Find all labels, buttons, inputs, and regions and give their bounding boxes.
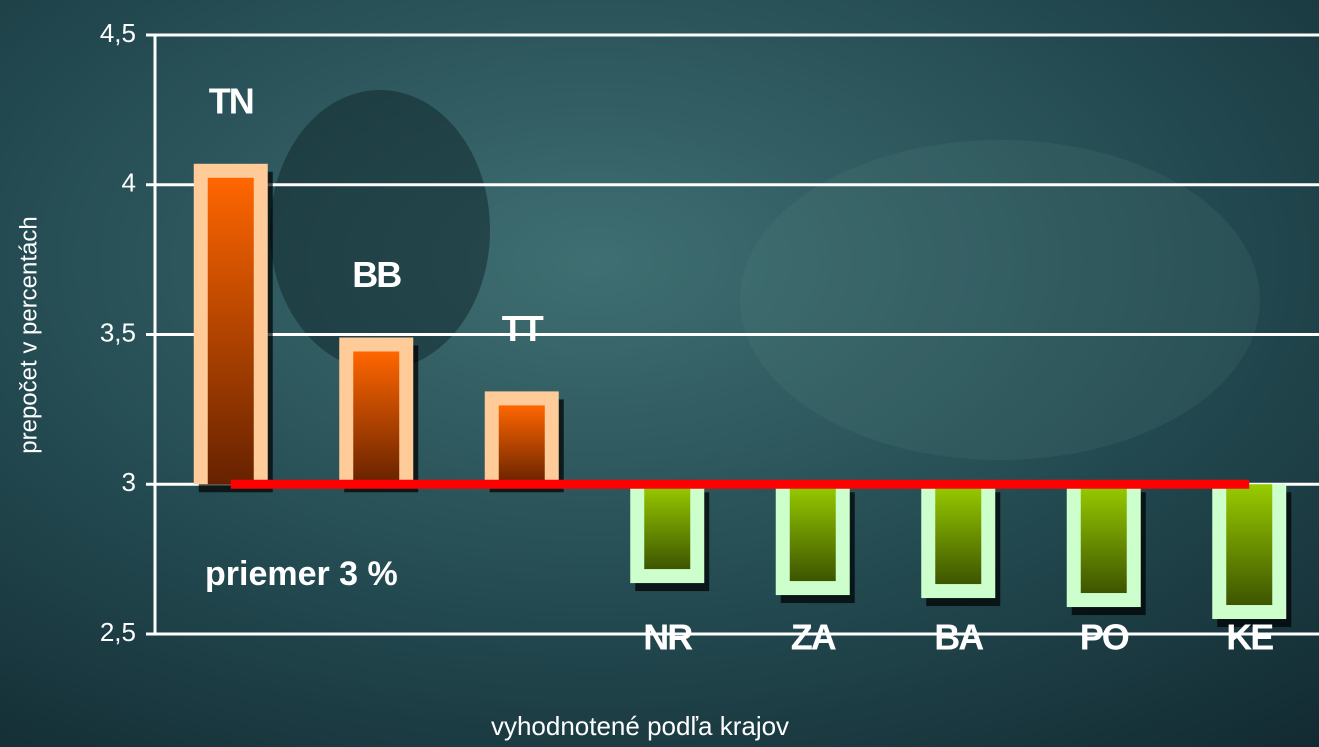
category-label: ZA (791, 617, 837, 658)
category-label: BB (352, 254, 401, 295)
bar-inner (644, 484, 691, 570)
category-label: PO (1080, 617, 1129, 658)
category-label: TN (209, 80, 253, 121)
y-tick-label: 3,5 (100, 317, 136, 347)
y-tick-label: 3 (122, 467, 136, 497)
y-tick-label: 4 (122, 168, 136, 198)
bar-inner (353, 351, 400, 485)
bar-inner (1226, 484, 1273, 606)
category-label: BA (934, 617, 984, 658)
y-tick-label: 2,5 (100, 617, 136, 647)
bar-inner (1080, 484, 1127, 594)
bar-inner (789, 484, 836, 582)
category-label: KE (1226, 617, 1273, 658)
category-label: NR (643, 617, 693, 658)
y-axis-title: prepočet v percentách (15, 216, 42, 453)
category-label: TT (502, 308, 544, 349)
y-tick-label: 4,5 (100, 18, 136, 48)
background-shade (740, 140, 1260, 460)
background-shade (270, 90, 490, 370)
bar-inner (498, 405, 545, 485)
bar-inner (207, 177, 254, 485)
annotation: priemer 3 % (205, 555, 398, 593)
x-axis-title: vyhodnotené podľa krajov (491, 711, 789, 741)
bar-inner (935, 484, 982, 585)
